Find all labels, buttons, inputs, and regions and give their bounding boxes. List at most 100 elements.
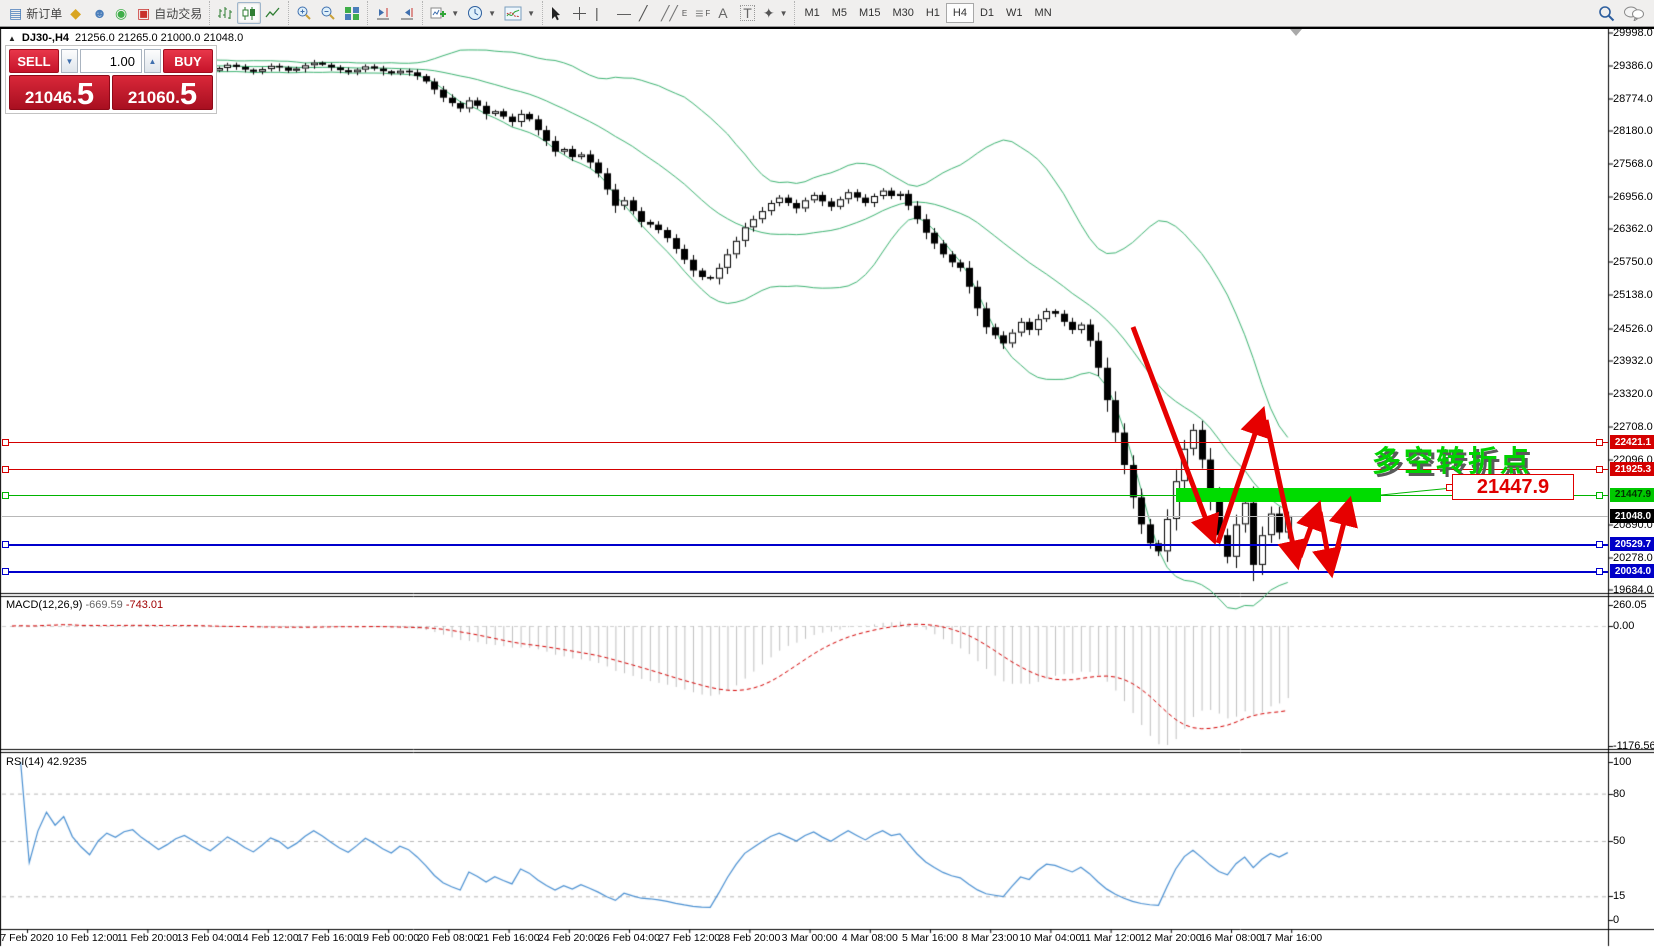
arrows-button[interactable]: ✦ ▼ [759,2,792,24]
timeframe-m30-button[interactable]: M30 [892,7,914,19]
macd-indicator-label: MACD(12,26,9) -669.59 -743.01 [6,599,163,611]
trendline-icon: ╱ [639,5,648,21]
horizontal-line-20034[interactable] [2,571,1608,573]
horizontal-line-21447.9[interactable] [2,495,1608,496]
chevron-down-icon: ▼ [527,8,535,18]
volume-decrease-button[interactable]: ▼ [61,49,78,73]
time-axis-label: 11 Feb 20:00 [116,932,178,944]
timeframe-w1-button[interactable]: W1 [1006,7,1023,19]
zoom-in-button[interactable] [292,2,316,24]
time-axis-label: 19 Feb 00:00 [357,932,420,944]
line-handle-icon[interactable] [1596,466,1603,473]
chat-button[interactable] [1619,2,1649,24]
chart-line-button[interactable] [261,2,285,24]
label-icon: T [740,5,755,21]
horizontal-line-icon: — [617,5,631,21]
line-handle-icon[interactable] [1596,439,1603,446]
price-tick-label: 22708.0 [1613,420,1653,433]
templates-button[interactable]: ▼ [500,2,539,24]
crosshair-button[interactable] [568,2,591,24]
zoom-out-button[interactable] [316,2,340,24]
market-watch-button[interactable]: ◆ [66,2,88,24]
horizontal-line-button[interactable]: — [613,2,635,24]
tile-windows-button[interactable] [340,2,364,24]
line-handle-icon[interactable] [1596,568,1603,575]
price-tick-label: 26956.0 [1613,191,1653,204]
timeframe-mn-button[interactable]: MN [1034,7,1052,19]
rsi-indicator-label: RSI(14) 42.9235 [6,756,87,768]
vertical-line-icon: | [595,5,599,21]
search-button[interactable] [1594,2,1619,24]
time-axis-label: 12 Mar 20:00 [1139,932,1202,944]
chart-bars-button[interactable] [213,2,237,24]
buy-price-big: 5 [179,76,198,111]
fibonacci-icon: ≡ [695,5,703,21]
collapse-panel-icon[interactable]: ▲ [8,33,16,43]
chart-shift-button[interactable] [395,2,419,24]
trendline-button[interactable]: ╱ [635,2,657,24]
rsi-name: RSI(14) [6,756,44,768]
horizontal-line-22421.1[interactable] [2,442,1608,443]
horizontal-line-21925.3[interactable] [2,469,1608,470]
chart-candles-button[interactable] [237,2,262,24]
tile-windows-icon [345,6,360,20]
line-handle-icon[interactable] [2,568,9,575]
new-order-button[interactable]: ▤ 新订单 [5,2,66,24]
buy-button[interactable]: BUY [163,49,213,73]
time-axis-label: 3 Mar 00:00 [781,932,838,944]
volume-input[interactable]: 1.00 [80,49,142,73]
line-handle-icon[interactable] [1596,492,1603,499]
price-tick-label: 25750.0 [1613,256,1653,269]
rsi-axis-label: 100 [1613,756,1632,768]
horizontal-line-21048[interactable] [2,516,1608,517]
signal-icon: ◉ [114,5,128,21]
zoom-out-icon [321,6,335,20]
buy-price-display[interactable]: 21060 . 5 [112,75,213,110]
auto-trading-button[interactable]: ▣ 自动交易 [133,2,206,24]
price-tag-20529.7: 20529.7 [1610,537,1654,552]
line-handle-icon[interactable] [2,492,9,499]
sell-price-display[interactable]: 21046 . 5 [9,75,110,110]
text-button[interactable]: A [714,2,736,24]
periods-button[interactable]: ▼ [463,2,500,24]
vertical-line-button[interactable]: | [591,2,613,24]
line-handle-icon[interactable] [2,439,9,446]
turning-point-annotation[interactable]: 多空转折点 [1372,446,1533,478]
price-callout-label[interactable]: 21447.9 [1452,474,1574,500]
timeframe-h1-button[interactable]: H1 [925,7,940,19]
signals-button[interactable]: ◉ [111,2,133,24]
data-window-button[interactable]: ☻ [88,2,111,24]
new-chart-button[interactable]: ▼ [426,2,463,24]
horizontal-line-20529.7[interactable] [2,544,1608,546]
fibonacci-button[interactable]: ≡ F [691,2,714,24]
chart-title: ▲ DJ30-,H4 21256.0 21265.0 21000.0 21048… [8,32,243,44]
label-button[interactable]: T [736,2,759,24]
timeframe-h4-button[interactable]: H4 [945,3,974,23]
price-tick-label: 24526.0 [1613,322,1653,335]
cursor-icon [552,6,560,20]
time-axis-label: 16 Mar 08:00 [1200,932,1262,944]
time-axis-label: 7 Feb 2020 [0,932,54,944]
timeframe-m15-button[interactable]: M15 [859,7,881,19]
search-icon [1599,5,1615,21]
price-tag-21447.9: 21447.9 [1610,487,1654,502]
timeframe-m5-button[interactable]: M5 [831,7,848,19]
channel-button[interactable]: ╱╱ E [657,2,691,24]
chart-shift-marker-icon[interactable] [1290,29,1302,36]
volume-increase-button[interactable]: ▲ [144,49,161,73]
line-handle-icon[interactable] [2,466,9,473]
line-handle-icon[interactable] [2,541,9,548]
timeframe-d1-button[interactable]: D1 [979,7,995,19]
timeframe-m1-button[interactable]: M1 [804,7,820,19]
cursor-button[interactable] [546,2,568,24]
text-icon: A [718,5,728,21]
indicators-icon [504,6,522,20]
sell-button[interactable]: SELL [9,49,59,73]
rsi-axis-label: 50 [1613,835,1626,847]
main-toolbar: ▤ 新订单 ◆ ☻ ◉ ▣ 自动交易 [0,0,1654,27]
line-handle-icon[interactable] [1596,541,1603,548]
auto-scroll-button[interactable] [371,2,395,24]
